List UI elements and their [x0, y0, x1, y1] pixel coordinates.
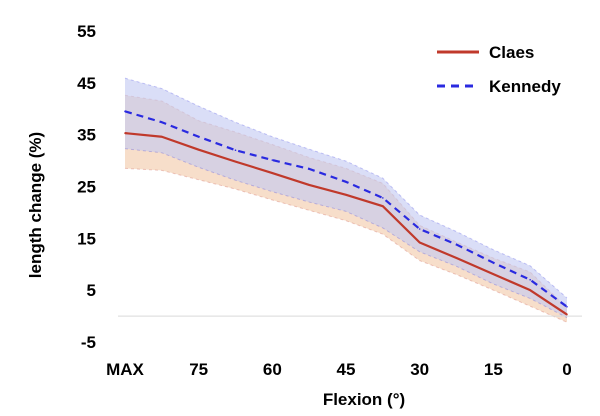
x-tick-label: MAX [106, 360, 144, 379]
band-upper-kennedy [124, 77, 568, 299]
data-point-kennedy [345, 181, 347, 183]
x-tick-label: 15 [484, 360, 503, 379]
y-tick-label: 35 [77, 126, 96, 145]
band-lower-claes [124, 167, 568, 323]
y-tick-label: 55 [77, 22, 96, 41]
y-tick-label: 15 [77, 229, 96, 248]
data-point-claes [234, 160, 237, 163]
legend-label-claes: Claes [489, 43, 534, 62]
data-point-kennedy [308, 168, 310, 170]
y-tick-label: 45 [77, 74, 96, 93]
x-tick-label: 75 [189, 360, 208, 379]
y-axis-title: length change (%) [26, 132, 45, 278]
x-tick-label: 45 [337, 360, 356, 379]
band-lower-kennedy [124, 148, 568, 319]
data-point-kennedy [529, 279, 531, 281]
data-point-claes [455, 257, 458, 259]
data-point-kennedy [418, 228, 421, 230]
data-point-kennedy [382, 197, 384, 199]
data-point-claes [197, 148, 200, 151]
data-point-kennedy [161, 121, 163, 124]
data-point-claes [124, 132, 126, 134]
data-point-claes [566, 313, 568, 316]
data-point-claes [382, 205, 384, 207]
y-tick-label: 25 [77, 178, 96, 197]
data-point-claes [345, 193, 347, 196]
confidence-bands [124, 77, 568, 323]
x-axis-ticks: MAX 75 60 45 30 15 0 [106, 360, 572, 379]
band-kennedy [125, 78, 567, 318]
data-point-claes [308, 184, 310, 186]
y-tick-label: -5 [81, 333, 96, 352]
x-tick-label: 0 [562, 360, 571, 379]
x-axis-title: Flexion (°) [323, 390, 405, 409]
data-point-kennedy [197, 135, 200, 138]
data-point-kennedy [455, 243, 458, 246]
legend: Claes Kennedy [437, 43, 561, 96]
data-point-claes [161, 135, 163, 138]
data-point-kennedy [234, 149, 237, 152]
x-tick-label: 60 [263, 360, 282, 379]
x-tick-label: 30 [410, 360, 429, 379]
data-point-claes [529, 289, 531, 291]
y-tick-label: 5 [87, 281, 96, 300]
data-point-claes [271, 172, 274, 174]
data-point-kennedy [566, 305, 568, 308]
series-lines [124, 110, 568, 316]
legend-label-kennedy: Kennedy [489, 77, 561, 96]
data-point-kennedy [271, 159, 274, 161]
data-point-kennedy [124, 110, 126, 113]
y-axis-ticks: -5 5 15 25 35 45 55 [77, 22, 96, 352]
data-point-claes [492, 273, 495, 275]
data-point-kennedy [492, 261, 495, 264]
data-point-claes [418, 241, 421, 244]
